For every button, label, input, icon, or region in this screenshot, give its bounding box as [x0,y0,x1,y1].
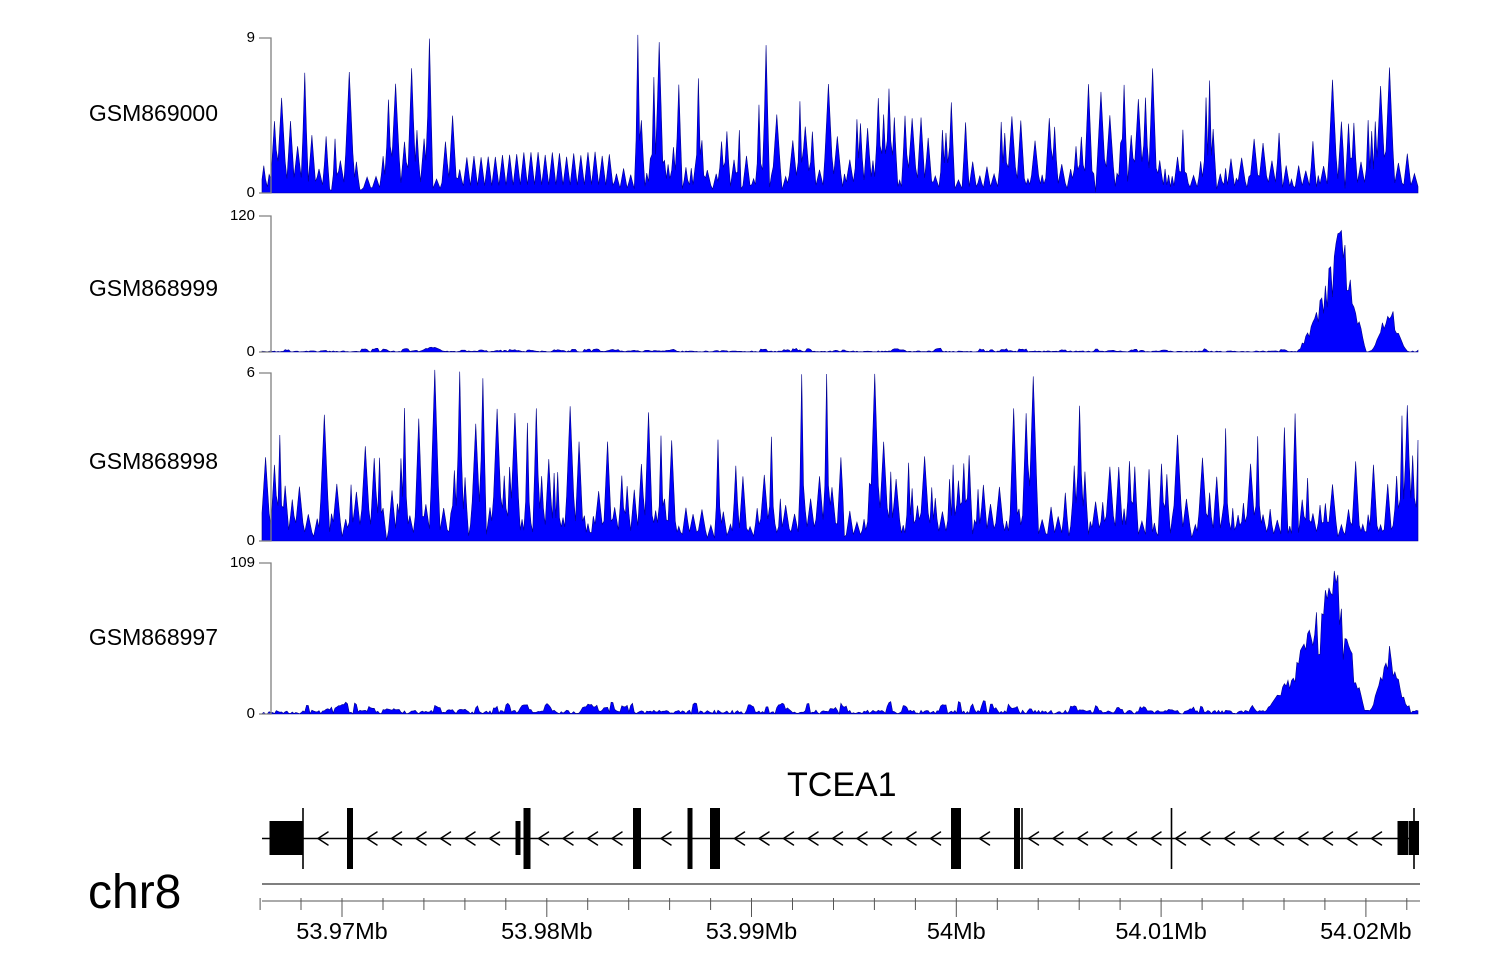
svg-text:53.99Mb: 53.99Mb [706,918,797,944]
svg-text:0: 0 [247,184,255,201]
svg-text:54.02Mb: 54.02Mb [1320,918,1411,944]
svg-text:53.98Mb: 53.98Mb [501,918,592,944]
svg-text:120: 120 [230,207,255,224]
svg-text:0: 0 [247,343,255,360]
svg-text:6: 6 [247,364,255,381]
svg-text:9: 9 [247,29,255,46]
svg-text:0: 0 [247,532,255,549]
svg-text:109: 109 [230,554,255,571]
svg-text:54Mb: 54Mb [927,918,986,944]
svg-text:54.01Mb: 54.01Mb [1115,918,1206,944]
svg-text:53.97Mb: 53.97Mb [296,918,387,944]
svg-text:0: 0 [247,705,255,722]
